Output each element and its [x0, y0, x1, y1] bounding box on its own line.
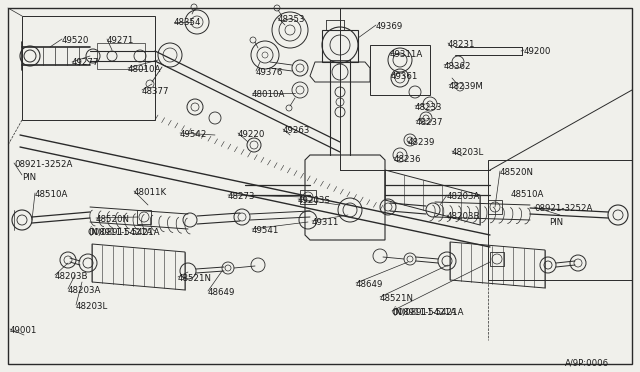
- Text: A/9P:0006: A/9P:0006: [565, 358, 609, 367]
- Text: Ô08911-5421A: Ô08911-5421A: [392, 308, 457, 317]
- Text: 48203L: 48203L: [76, 302, 108, 311]
- Text: 49263: 49263: [283, 126, 310, 135]
- Text: 48510A: 48510A: [35, 190, 68, 199]
- Text: 48239M: 48239M: [449, 82, 484, 91]
- Text: 48233: 48233: [415, 103, 442, 112]
- Text: 49203S: 49203S: [298, 196, 331, 205]
- Text: 48649: 48649: [208, 288, 236, 297]
- Text: 48353: 48353: [278, 15, 305, 24]
- Text: (N)08911-5421A: (N)08911-5421A: [392, 308, 463, 317]
- Text: 48520N: 48520N: [96, 215, 130, 224]
- Bar: [97, 43, 145, 69]
- Text: 48236: 48236: [394, 155, 422, 164]
- Text: 48231: 48231: [448, 40, 476, 49]
- Text: 48011K: 48011K: [134, 188, 167, 197]
- Text: 49271: 49271: [107, 36, 134, 45]
- Text: 48377: 48377: [142, 87, 170, 96]
- Bar: [488, 200, 502, 214]
- Text: 48354: 48354: [174, 18, 202, 27]
- Text: 49200: 49200: [524, 47, 552, 56]
- Text: PIN: PIN: [22, 173, 36, 182]
- Text: 48273: 48273: [228, 192, 255, 201]
- Text: 48237: 48237: [416, 118, 444, 127]
- Text: 48203B: 48203B: [55, 272, 88, 281]
- Text: 49369: 49369: [376, 22, 403, 31]
- Text: 48239: 48239: [408, 138, 435, 147]
- Text: 48203B: 48203B: [447, 212, 481, 221]
- Text: 49311: 49311: [312, 218, 339, 227]
- Text: 48203A: 48203A: [68, 286, 101, 295]
- Text: 48010A: 48010A: [252, 90, 285, 99]
- Text: 48010A: 48010A: [128, 65, 161, 74]
- Text: 08921-3252A: 08921-3252A: [534, 204, 593, 213]
- Bar: [490, 252, 504, 266]
- Bar: [300, 190, 316, 204]
- Text: Ô08911-5421A: Ô08911-5421A: [88, 228, 153, 237]
- Text: 48521N: 48521N: [380, 294, 414, 303]
- Text: 48362: 48362: [444, 62, 472, 71]
- Text: 49541: 49541: [252, 226, 280, 235]
- Text: 48203L: 48203L: [452, 148, 484, 157]
- Text: 49001: 49001: [10, 326, 37, 335]
- Text: 49520: 49520: [62, 36, 90, 45]
- Text: 08921-3252A: 08921-3252A: [14, 160, 72, 169]
- Bar: [322, 30, 358, 62]
- Text: 48649: 48649: [356, 280, 383, 289]
- Text: 49277: 49277: [72, 58, 99, 67]
- Text: 49311A: 49311A: [390, 50, 423, 59]
- Text: 49220: 49220: [238, 130, 266, 139]
- Text: 49542: 49542: [180, 130, 207, 139]
- Text: 49376: 49376: [256, 68, 284, 77]
- Bar: [137, 210, 151, 224]
- Text: 49361: 49361: [391, 72, 419, 81]
- Text: 48203A: 48203A: [447, 192, 481, 201]
- Text: 48520N: 48520N: [500, 168, 534, 177]
- Text: PIN: PIN: [549, 218, 563, 227]
- Text: 48510A: 48510A: [511, 190, 545, 199]
- Text: 48521N: 48521N: [178, 274, 212, 283]
- Text: (N)08911-5421A: (N)08911-5421A: [88, 228, 159, 237]
